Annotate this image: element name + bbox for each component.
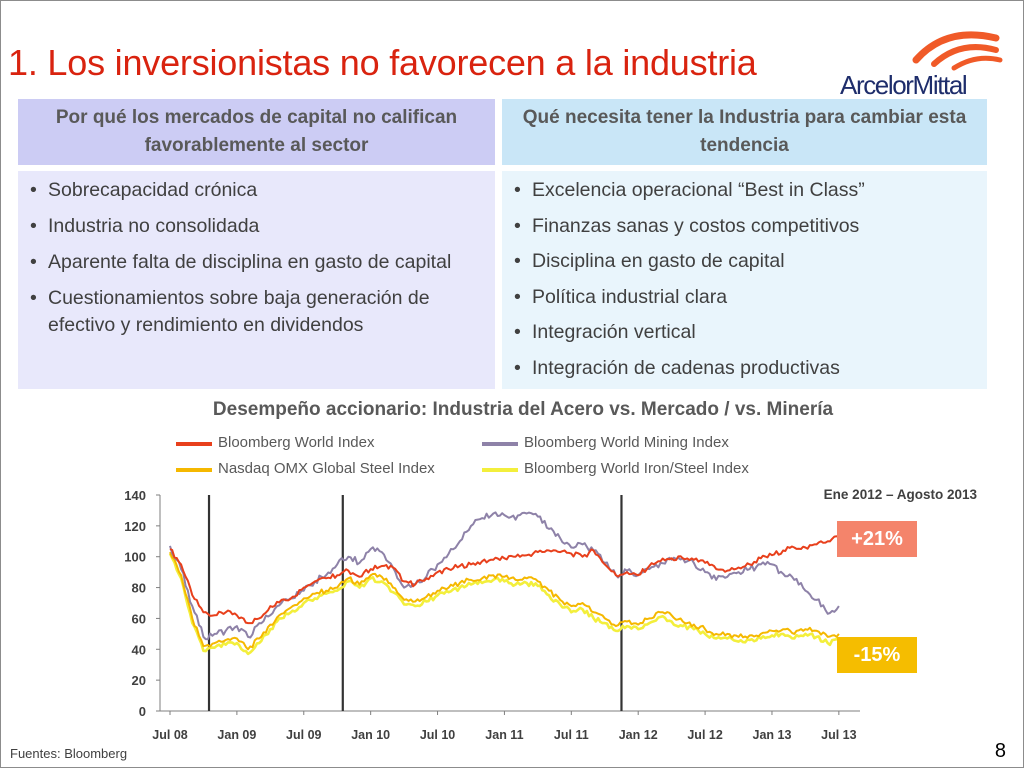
legend-label: Bloomberg World Mining Index [524, 434, 729, 451]
x-tick-label: Jul 09 [286, 728, 321, 742]
legend-swatch [482, 468, 518, 472]
left-bullet: Sobrecapacidad crónica [28, 177, 485, 204]
badge-positive: +21% [837, 521, 917, 557]
right-bullet: Integración vertical [512, 319, 977, 346]
x-tick-label: Jul 13 [821, 728, 856, 742]
right-bullet-list: Excelencia operacional “Best in Class” F… [512, 177, 977, 382]
y-tick-label: 20 [132, 673, 146, 688]
slide-title: 1. Los inversionistas no favorecen a la … [8, 42, 757, 83]
x-tick-label: Jul 11 [554, 728, 589, 742]
series-line-2 [169, 551, 840, 651]
right-bullet: Finanzas sanas y costos competitivos [512, 213, 977, 240]
arcelormittal-logo: ArcelorMittal [836, 20, 1006, 100]
y-tick-label: 60 [132, 611, 146, 626]
right-box-heading: Qué necesita tener la Industria para cam… [502, 99, 987, 165]
x-tick-label: Jul 10 [420, 728, 455, 742]
x-tick-label: Jan 13 [753, 728, 792, 742]
right-bullet: Excelencia operacional “Best in Class” [512, 177, 977, 204]
left-bullet: Cuestionamientos sobre baja generación d… [28, 285, 485, 339]
right-bullet: Integración de cadenas productivas [512, 355, 977, 382]
right-box-body: Excelencia operacional “Best in Class” F… [502, 171, 987, 389]
logo-wordmark: ArcelorMittal [840, 70, 968, 100]
left-box-body: Sobrecapacidad crónica Industria no cons… [18, 171, 495, 389]
x-tick-label: Jan 09 [217, 728, 256, 742]
y-tick-label: 100 [124, 550, 146, 565]
left-bullet-list: Sobrecapacidad crónica Industria no cons… [28, 177, 485, 339]
y-tick-label: 40 [132, 642, 146, 657]
right-bullet: Política industrial clara [512, 284, 977, 311]
arcelormittal-logo-arcs-icon [912, 31, 1003, 71]
y-tick-label: 120 [124, 519, 146, 534]
legend-swatch [176, 442, 212, 446]
left-bullet: Industria no consolidada [28, 213, 485, 240]
legend-label: Nasdaq OMX Global Steel Index [218, 460, 435, 477]
left-box-heading: Por qué los mercados de capital no calif… [18, 99, 495, 165]
right-bullet: Disciplina en gasto de capital [512, 248, 977, 275]
left-bullet: Aparente falta de disciplina en gasto de… [28, 249, 485, 276]
chart-title: Desempeño accionario: Industria del Acer… [212, 399, 834, 420]
y-tick-label: 140 [124, 488, 146, 503]
y-tick-label: 0 [139, 704, 146, 719]
source-note: Fuentes: Bloomberg [10, 746, 128, 761]
page-number: 8 [994, 740, 1006, 762]
x-tick-label: Jan 10 [351, 728, 390, 742]
x-tick-label: Jan 11 [485, 728, 523, 742]
badge-negative: -15% [837, 637, 917, 673]
legend-swatch [176, 468, 212, 472]
x-tick-label: Jan 12 [619, 728, 658, 742]
series-line-0 [169, 535, 840, 625]
period-label: Ene 2012 – Agosto 2013 [823, 487, 977, 502]
x-tick-label: Jul 12 [687, 728, 722, 742]
series-line-1 [169, 511, 840, 641]
legend-label: Bloomberg World Index [218, 434, 375, 451]
series-line-3 [168, 553, 840, 656]
x-tick-label: Jul 08 [152, 728, 187, 742]
y-tick-label: 80 [132, 581, 146, 596]
legend-label: Bloomberg World Iron/Steel Index [524, 460, 749, 477]
legend-swatch [482, 442, 518, 446]
